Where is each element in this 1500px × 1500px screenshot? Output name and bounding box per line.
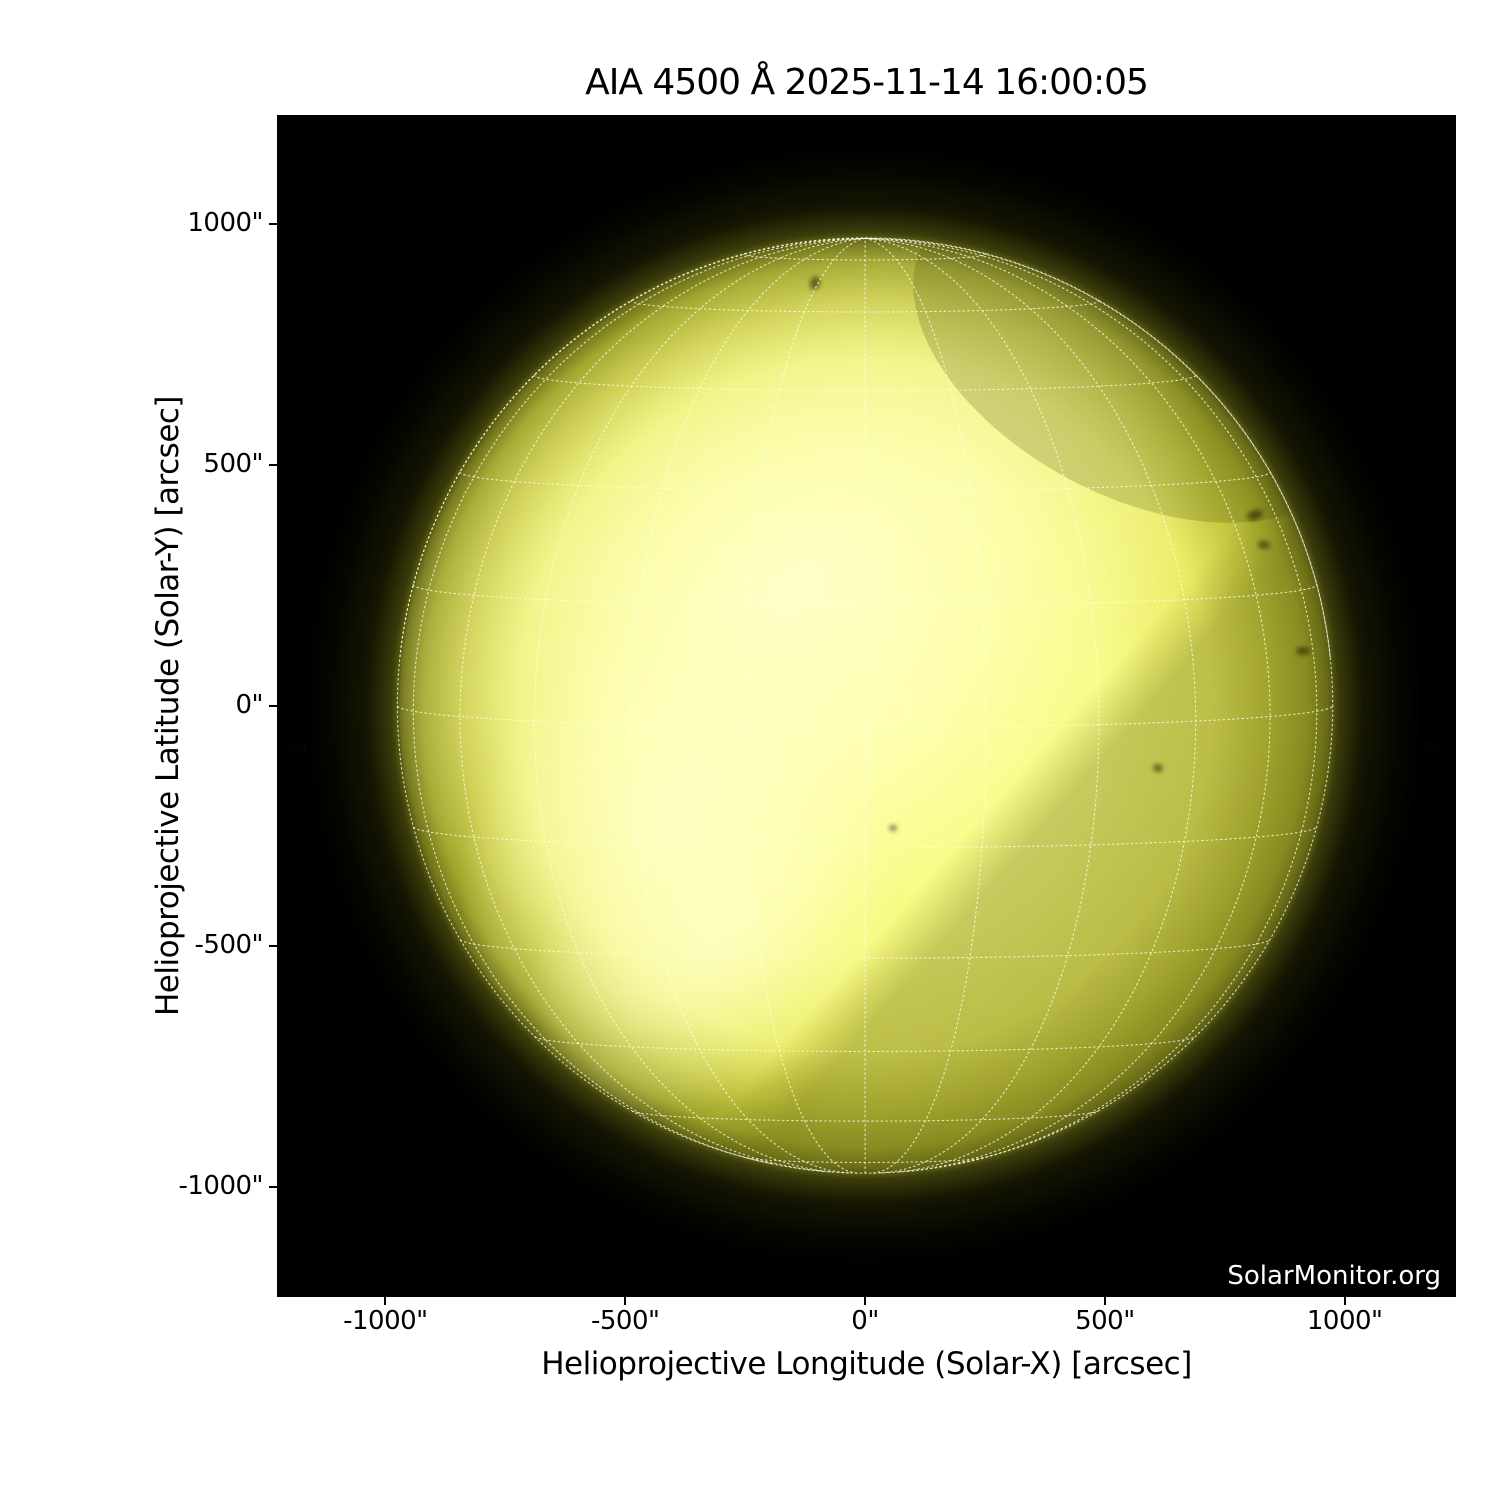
- sunspot: [1247, 509, 1263, 521]
- solar-limb-circle: [396, 237, 1334, 1174]
- grid-line: [864, 237, 1271, 1172]
- plot-area: SolarMonitor.org: [277, 115, 1456, 1297]
- grid-line: [743, 252, 987, 261]
- y-tick-label: 0": [235, 689, 263, 720]
- x-tick-label: 1000": [1306, 1306, 1383, 1336]
- figure-title: AIA 4500 Å 2025-11-14 16:00:05: [585, 62, 1149, 103]
- grid-line: [864, 237, 1318, 1165]
- x-tick-mark: [1103, 1297, 1106, 1305]
- sunspot: [1153, 764, 1163, 772]
- grid-line: [412, 584, 1318, 607]
- grid-line: [459, 471, 1271, 492]
- y-tick-mark: [269, 704, 277, 707]
- grid-line: [864, 237, 1197, 1173]
- y-tick-mark: [269, 463, 277, 466]
- x-tick-label: 0": [851, 1306, 879, 1336]
- y-tick-label: 500": [203, 448, 263, 479]
- x-axis-label: Helioprojective Longitude (Solar-X) [arc…: [541, 1346, 1192, 1382]
- grid-line: [533, 237, 866, 1173]
- grid-line: [630, 299, 1100, 313]
- sunspot-group: [809, 276, 1310, 831]
- sunspot: [1258, 540, 1270, 550]
- grid-line: [864, 237, 1100, 1174]
- y-tick-mark: [269, 1185, 277, 1188]
- y-tick-mark: [269, 223, 277, 226]
- x-tick-label: -1000": [343, 1306, 428, 1336]
- grid-line: [459, 939, 1271, 959]
- grid-line: [459, 237, 866, 1172]
- grid-line: [746, 1157, 985, 1164]
- grid-line: [413, 826, 1318, 849]
- grid-line: [743, 237, 866, 1174]
- dark-wedge-southeast: [277, 115, 1456, 1297]
- dark-shade-northeast: [913, 188, 1357, 523]
- x-tick-label: 500": [1075, 1306, 1135, 1336]
- heliographic-grid: [396, 237, 1334, 1174]
- sunspot: [809, 276, 821, 290]
- x-tick-mark: [384, 1297, 387, 1305]
- sunspot: [1296, 647, 1310, 655]
- sun-surface-features: [277, 115, 1456, 1297]
- sunspot: [889, 825, 897, 831]
- x-tick-label: -500": [590, 1306, 660, 1336]
- y-tick-label: -500": [194, 930, 264, 961]
- grid-line: [864, 237, 987, 1174]
- grid-line: [630, 237, 866, 1174]
- grid-line: [412, 237, 866, 1165]
- grid-line: [533, 374, 1197, 392]
- x-tick-mark: [1343, 1297, 1346, 1305]
- y-tick-label: -1000": [178, 1170, 263, 1201]
- y-tick-mark: [269, 945, 277, 948]
- y-tick-label: 1000": [187, 208, 263, 239]
- grid-line: [631, 1110, 1099, 1122]
- solar-disk-image: [277, 115, 1456, 1297]
- grid-line: [534, 1036, 1196, 1052]
- watermark: SolarMonitor.org: [1227, 1261, 1441, 1291]
- x-tick-mark: [624, 1297, 627, 1305]
- x-tick-mark: [864, 1297, 867, 1305]
